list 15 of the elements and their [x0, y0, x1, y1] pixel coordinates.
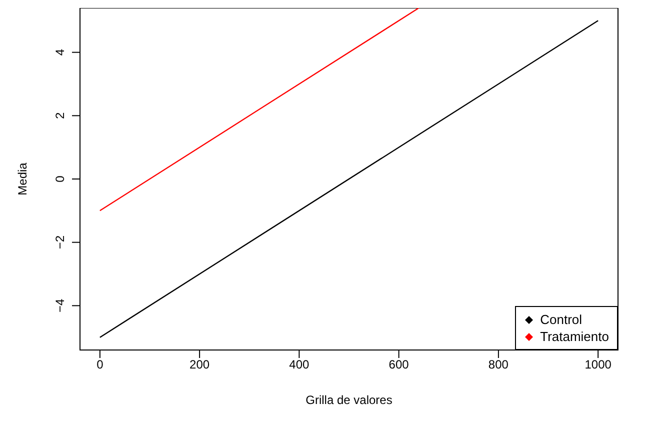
- x-axis-title: Grilla de valores: [306, 393, 392, 407]
- y-tick-label: 4: [53, 48, 67, 56]
- y-tick-label: 0: [53, 175, 67, 182]
- x-tick-label: 800: [488, 358, 509, 372]
- x-tick-label: 0: [96, 358, 104, 372]
- x-tick-label: 400: [289, 358, 310, 372]
- x-tick-label: 200: [190, 358, 210, 372]
- legend-label: Control: [540, 311, 582, 328]
- y-tick-label: 2: [53, 112, 67, 120]
- y-tick-label: −4: [53, 298, 67, 313]
- x-tick-label: 1000: [584, 358, 612, 372]
- y-axis-title: Media: [15, 162, 30, 196]
- x-tick-label: 600: [388, 358, 410, 372]
- y-tick-label: −2: [53, 235, 67, 250]
- legend-label: Tratamiento: [540, 328, 609, 345]
